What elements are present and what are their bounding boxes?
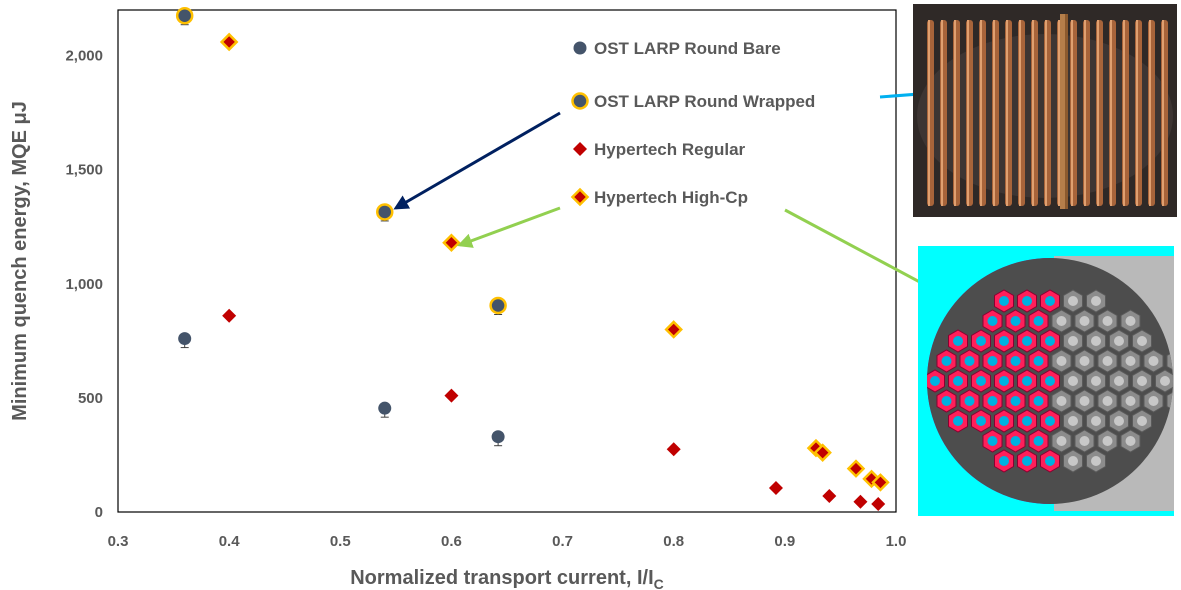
data-point (871, 497, 886, 512)
y-tick-label: 500 (78, 390, 103, 407)
data-point (375, 203, 394, 221)
plot-area-frame (117, 9, 897, 513)
legend-marker (573, 41, 587, 55)
legend-marker (570, 187, 590, 207)
x-axis-title-subscript: C (654, 576, 664, 590)
data-point (813, 443, 832, 462)
legend-label: Hypertech High-Cp (594, 188, 748, 207)
data-point (666, 442, 681, 457)
cross-section-image (918, 246, 1174, 516)
legend: OST LARP Round Bare OST LARP Round Wrappe… (570, 39, 815, 207)
data-point (378, 401, 392, 415)
x-tick-label: 0.5 (330, 533, 351, 550)
y-tick-label: 1,000 (65, 276, 103, 293)
legend-item: Hypertech High-Cp (570, 187, 748, 207)
data-point (444, 388, 459, 403)
x-axis-title: Normalized transport current, I/IC (350, 567, 664, 590)
data-point (768, 481, 783, 496)
data-point (222, 308, 237, 323)
y-tick-label: 2,000 (65, 48, 103, 65)
y-tick-label: 1,500 (65, 162, 103, 179)
legend-item: OST LARP Round Bare (573, 39, 781, 58)
arrow-highcp-to-cross-section (784, 208, 947, 297)
y-tick-label: 0 (95, 504, 103, 521)
legend-marker (573, 142, 587, 156)
coil-photo (913, 4, 1177, 217)
data-point (219, 32, 239, 52)
arrow-wrapped-to-point (393, 111, 561, 210)
y-axis-title: Minimum quench energy, MQE μJ (9, 101, 31, 421)
data-point (846, 459, 866, 478)
data-point (664, 320, 683, 339)
data-point (442, 233, 461, 253)
data-points (175, 6, 890, 512)
legend-item: OST LARP Round Wrapped (571, 92, 815, 111)
data-point (175, 6, 194, 25)
data-point (178, 332, 192, 346)
legend-item: Hypertech Regular (573, 140, 746, 159)
x-axis-ticks: 0.3 0.4 0.5 0.6 0.7 0.8 0.9 1.0 (108, 533, 907, 550)
x-tick-label: 0.4 (219, 533, 241, 550)
legend-marker (571, 92, 589, 110)
x-tick-label: 0.3 (108, 533, 129, 550)
y-axis-ticks: 0 500 1,000 1,500 2,000 (65, 48, 103, 521)
data-point (822, 489, 837, 504)
arrow-highcp-to-point (457, 206, 561, 248)
data-point (853, 494, 868, 509)
x-tick-label: 1.0 (886, 533, 907, 550)
data-point (489, 296, 507, 315)
data-point (871, 473, 890, 492)
legend-label: OST LARP Round Wrapped (594, 92, 815, 111)
x-tick-label: 0.8 (663, 533, 684, 550)
x-tick-label: 0.6 (441, 533, 462, 550)
legend-label: OST LARP Round Bare (594, 39, 781, 58)
x-tick-label: 0.9 (774, 533, 795, 550)
legend-label: Hypertech Regular (594, 140, 746, 159)
x-tick-label: 0.7 (552, 533, 573, 550)
data-point (491, 430, 505, 444)
